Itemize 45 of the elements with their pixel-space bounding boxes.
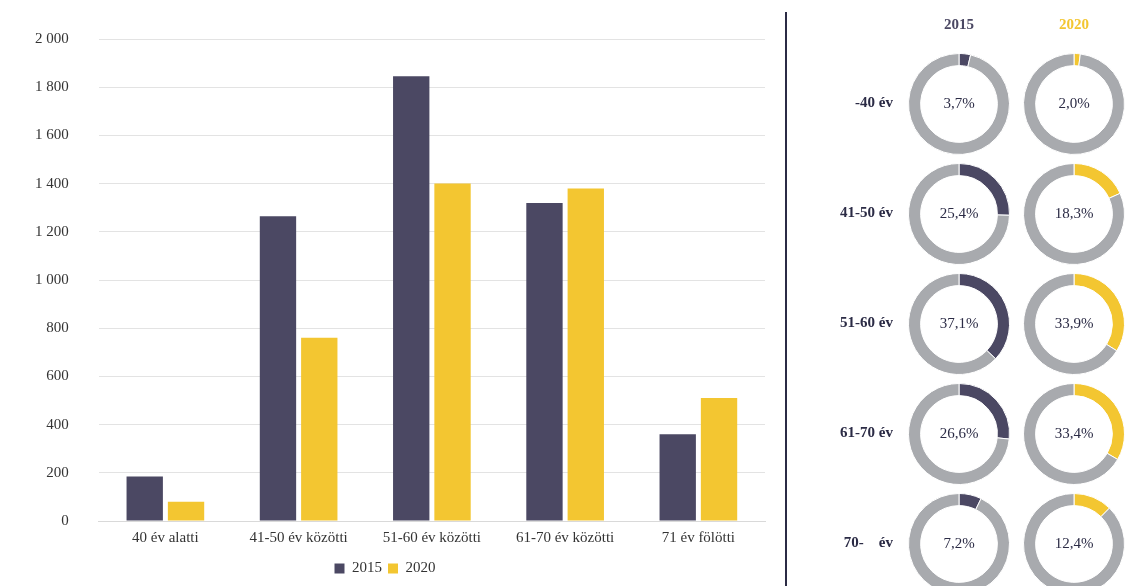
x-tick-label: 40 év alatti: [132, 528, 199, 545]
text: 51-60 év: [840, 314, 893, 331]
bar: [167, 501, 205, 521]
y-tick-label: 800: [46, 319, 69, 336]
text: 70- év: [843, 534, 893, 551]
data-label: 7,2%: [943, 534, 975, 551]
y-tick-label: 1 400: [35, 174, 69, 191]
data-label: 18,3%: [1054, 204, 1094, 221]
bar: [434, 183, 471, 521]
data-label: 37,1%: [939, 314, 979, 331]
bar: [526, 202, 563, 521]
y-tick-label: 1 000: [35, 270, 69, 287]
x-tick-label: 41-50 év közötti: [249, 528, 348, 545]
x-tick-label: 51-60 év közötti: [382, 528, 482, 545]
y-tick-label: 0: [61, 511, 69, 528]
chart-title: 2015: [943, 16, 975, 33]
bar: [393, 76, 430, 521]
text: 61-70 év: [840, 424, 893, 441]
x-tick-label: 61-70 év közötti: [515, 528, 615, 545]
data-label: 3,7%: [943, 94, 975, 111]
data-label: 2,0%: [1058, 94, 1090, 111]
bar: [301, 337, 338, 521]
data-label: 33,9%: [1054, 314, 1094, 331]
y-tick-label: 1 800: [35, 78, 69, 95]
y-tick-label: 400: [46, 415, 69, 432]
data-label: 12,4%: [1054, 534, 1094, 551]
y-tick-label: 1 200: [35, 222, 69, 239]
bar: [259, 216, 297, 521]
bar: [659, 434, 696, 521]
text: -40 év: [855, 94, 893, 111]
data-label: 25,4%: [939, 204, 979, 221]
bar: [700, 398, 738, 521]
x-tick-label: 71 év fölötti: [661, 528, 736, 545]
text: 41-50 év: [840, 204, 893, 221]
data-label: 26,6%: [939, 424, 979, 441]
legend-label: 2015: [352, 559, 382, 576]
bar: [126, 476, 163, 521]
legend-label: 2020: [405, 559, 436, 576]
bar: [567, 188, 604, 521]
y-tick-label: 1 600: [35, 126, 69, 143]
y-tick-label: 600: [46, 367, 69, 384]
data-label: 33,4%: [1054, 424, 1094, 441]
chart-title: 2020: [1058, 16, 1090, 33]
y-tick-label: 2 000: [35, 29, 69, 46]
y-tick-label: 200: [46, 463, 69, 480]
